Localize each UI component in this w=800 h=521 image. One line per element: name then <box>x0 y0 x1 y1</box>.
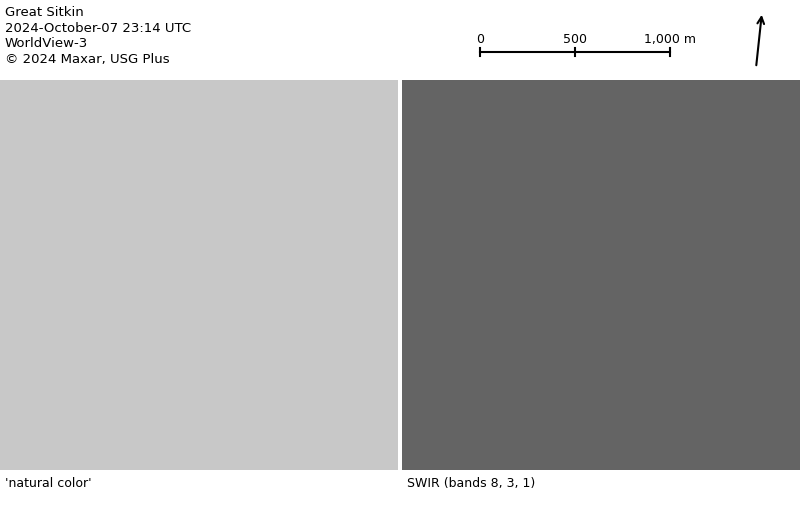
Text: 0: 0 <box>476 33 484 46</box>
Text: 2024-October-07 23:14 UTC: 2024-October-07 23:14 UTC <box>5 21 191 34</box>
Text: WorldView-3: WorldView-3 <box>5 37 88 50</box>
Text: SWIR (bands 8, 3, 1): SWIR (bands 8, 3, 1) <box>407 477 535 490</box>
Text: 'natural color': 'natural color' <box>5 477 92 490</box>
Text: 1,000 m: 1,000 m <box>644 33 696 46</box>
Text: © 2024 Maxar, USG Plus: © 2024 Maxar, USG Plus <box>5 53 170 66</box>
Text: 500: 500 <box>563 33 587 46</box>
Text: Great Sitkin: Great Sitkin <box>5 6 84 19</box>
